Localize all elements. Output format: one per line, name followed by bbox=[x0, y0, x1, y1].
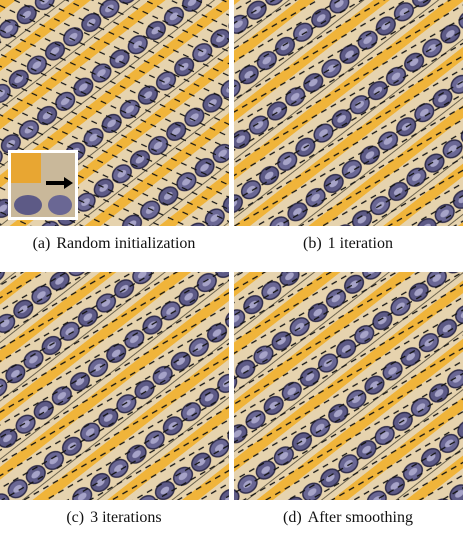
caption: (b) 1 iteration bbox=[303, 235, 393, 252]
figure: (a)Random initialization (b)1 iteration … bbox=[0, 0, 463, 537]
panel-c bbox=[0, 272, 229, 500]
caption: (a) Random initialization bbox=[33, 235, 196, 252]
caption-label: (a) bbox=[33, 235, 51, 252]
inset bbox=[8, 150, 78, 220]
caption-text: Random initialization bbox=[56, 235, 195, 252]
caption-text: 3 iterations bbox=[90, 509, 162, 526]
caption-label: (c) bbox=[66, 509, 84, 526]
caption: (d) After smoothing bbox=[283, 509, 413, 526]
panel-d bbox=[234, 272, 463, 500]
caption-label: (d) bbox=[283, 509, 302, 526]
panel-a bbox=[0, 0, 229, 226]
caption-text: 1 iteration bbox=[328, 235, 393, 252]
caption-text: After smoothing bbox=[308, 509, 413, 526]
panel-b bbox=[234, 0, 463, 226]
caption: (c) 3 iterations bbox=[66, 509, 161, 526]
caption-label: (b) bbox=[303, 235, 322, 252]
